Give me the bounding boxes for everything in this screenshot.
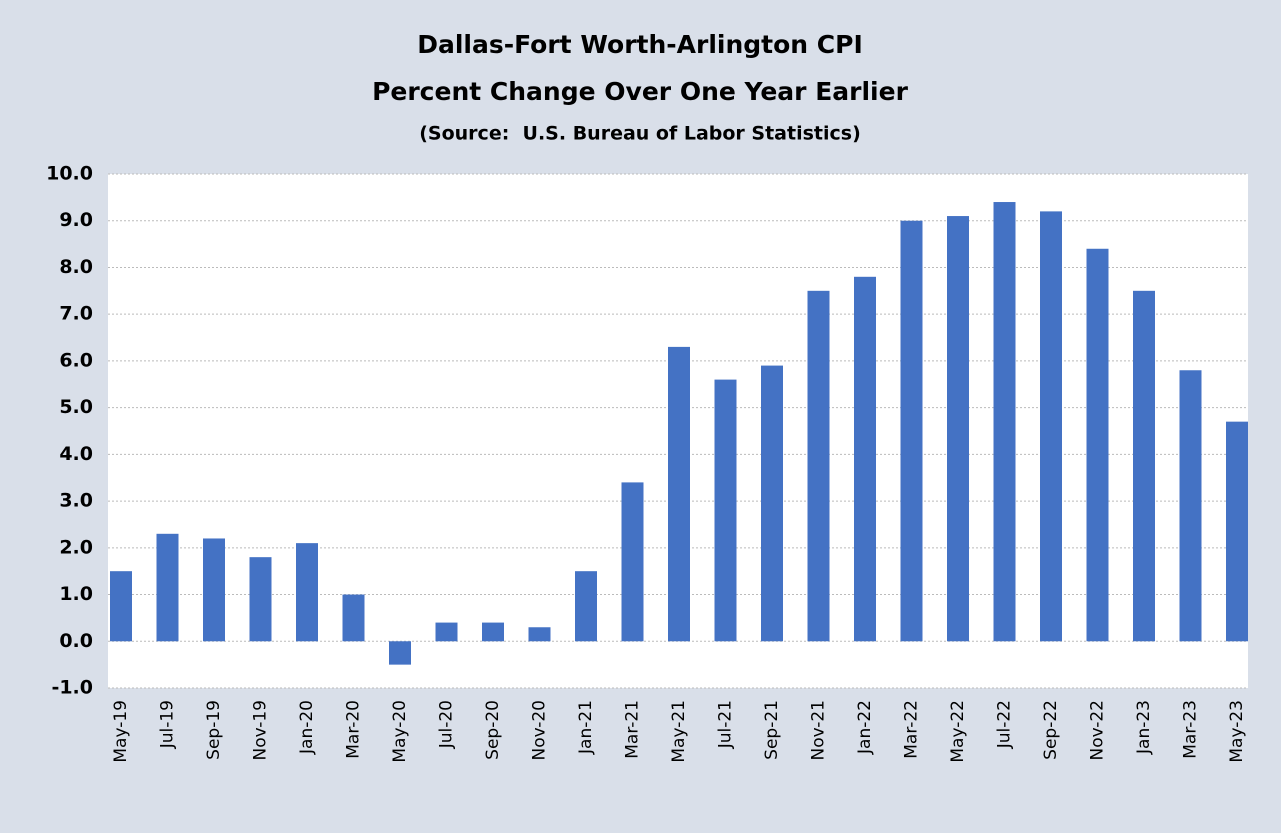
bar <box>389 641 411 665</box>
bar <box>668 346 690 642</box>
y-tick-label: -1.0 <box>51 677 93 699</box>
bar <box>249 557 272 642</box>
x-tick-label: Mar-20 <box>344 700 364 759</box>
x-tick-label: Jul-19 <box>158 700 178 749</box>
x-tick-label: Jul-22 <box>995 700 1015 749</box>
x-tick-label: Jan-22 <box>855 700 875 755</box>
bar <box>435 622 458 642</box>
x-tick-label: Sep-21 <box>762 700 782 760</box>
x-tick-label: Jan-21 <box>576 700 596 755</box>
chart-source: (Source: U.S. Bureau of Labor Statistics… <box>419 123 861 145</box>
x-tick-label: May-20 <box>390 700 410 763</box>
x-tick-label: Mar-23 <box>1181 700 1201 759</box>
x-tick-label: Sep-20 <box>483 700 503 760</box>
bar <box>993 202 1016 642</box>
x-tick-label: Jan-20 <box>297 700 317 755</box>
y-tick-label: 8.0 <box>59 256 93 278</box>
y-tick-label: 0.0 <box>59 630 93 652</box>
y-tick-label: 9.0 <box>59 209 93 231</box>
bar <box>621 482 644 642</box>
x-tick-label: May-21 <box>669 700 689 763</box>
bar <box>110 571 132 642</box>
bar <box>854 276 876 642</box>
x-tick-label: Jul-20 <box>437 700 457 749</box>
x-tick-label: Sep-22 <box>1041 700 1061 760</box>
x-tick-label: Nov-21 <box>809 700 829 761</box>
x-tick-label: Nov-22 <box>1088 700 1108 761</box>
bar <box>1133 290 1155 642</box>
bar <box>900 220 923 642</box>
x-tick-label: Jul-21 <box>716 700 736 749</box>
x-tick-label: Nov-19 <box>251 700 271 761</box>
bar <box>1226 421 1248 642</box>
y-tick-label: 1.0 <box>59 583 93 605</box>
x-tick-label: Mar-21 <box>623 700 643 759</box>
bar <box>528 627 551 642</box>
y-tick-label: 7.0 <box>59 303 93 325</box>
bar <box>714 379 737 642</box>
chart-title: Dallas-Fort Worth-Arlington CPI <box>417 30 863 59</box>
bar <box>296 543 318 642</box>
x-tick-label: Jan-23 <box>1134 700 1154 755</box>
bar <box>575 571 597 642</box>
bar <box>1040 211 1062 642</box>
x-tick-label: Mar-22 <box>902 700 922 759</box>
x-tick-label: May-23 <box>1227 700 1247 763</box>
bar <box>807 290 830 642</box>
bar <box>342 594 365 642</box>
y-tick-label: 2.0 <box>59 536 93 558</box>
bar <box>1086 248 1109 642</box>
y-tick-label: 10.0 <box>46 163 93 185</box>
x-tick-label: May-19 <box>111 700 131 763</box>
x-tick-label: May-22 <box>948 700 968 763</box>
y-tick-label: 6.0 <box>59 349 93 371</box>
chart-subtitle: Percent Change Over One Year Earlier <box>372 77 908 106</box>
x-tick-label: Nov-20 <box>530 700 550 761</box>
bar <box>203 538 225 642</box>
bar <box>482 622 504 642</box>
bar <box>156 533 179 642</box>
bar <box>947 216 969 642</box>
y-tick-label: 4.0 <box>59 443 93 465</box>
y-tick-label: 3.0 <box>59 490 93 512</box>
y-tick-label: 5.0 <box>59 396 93 418</box>
bar <box>761 365 783 642</box>
x-tick-label: Sep-19 <box>204 700 224 760</box>
bar <box>1179 370 1202 642</box>
